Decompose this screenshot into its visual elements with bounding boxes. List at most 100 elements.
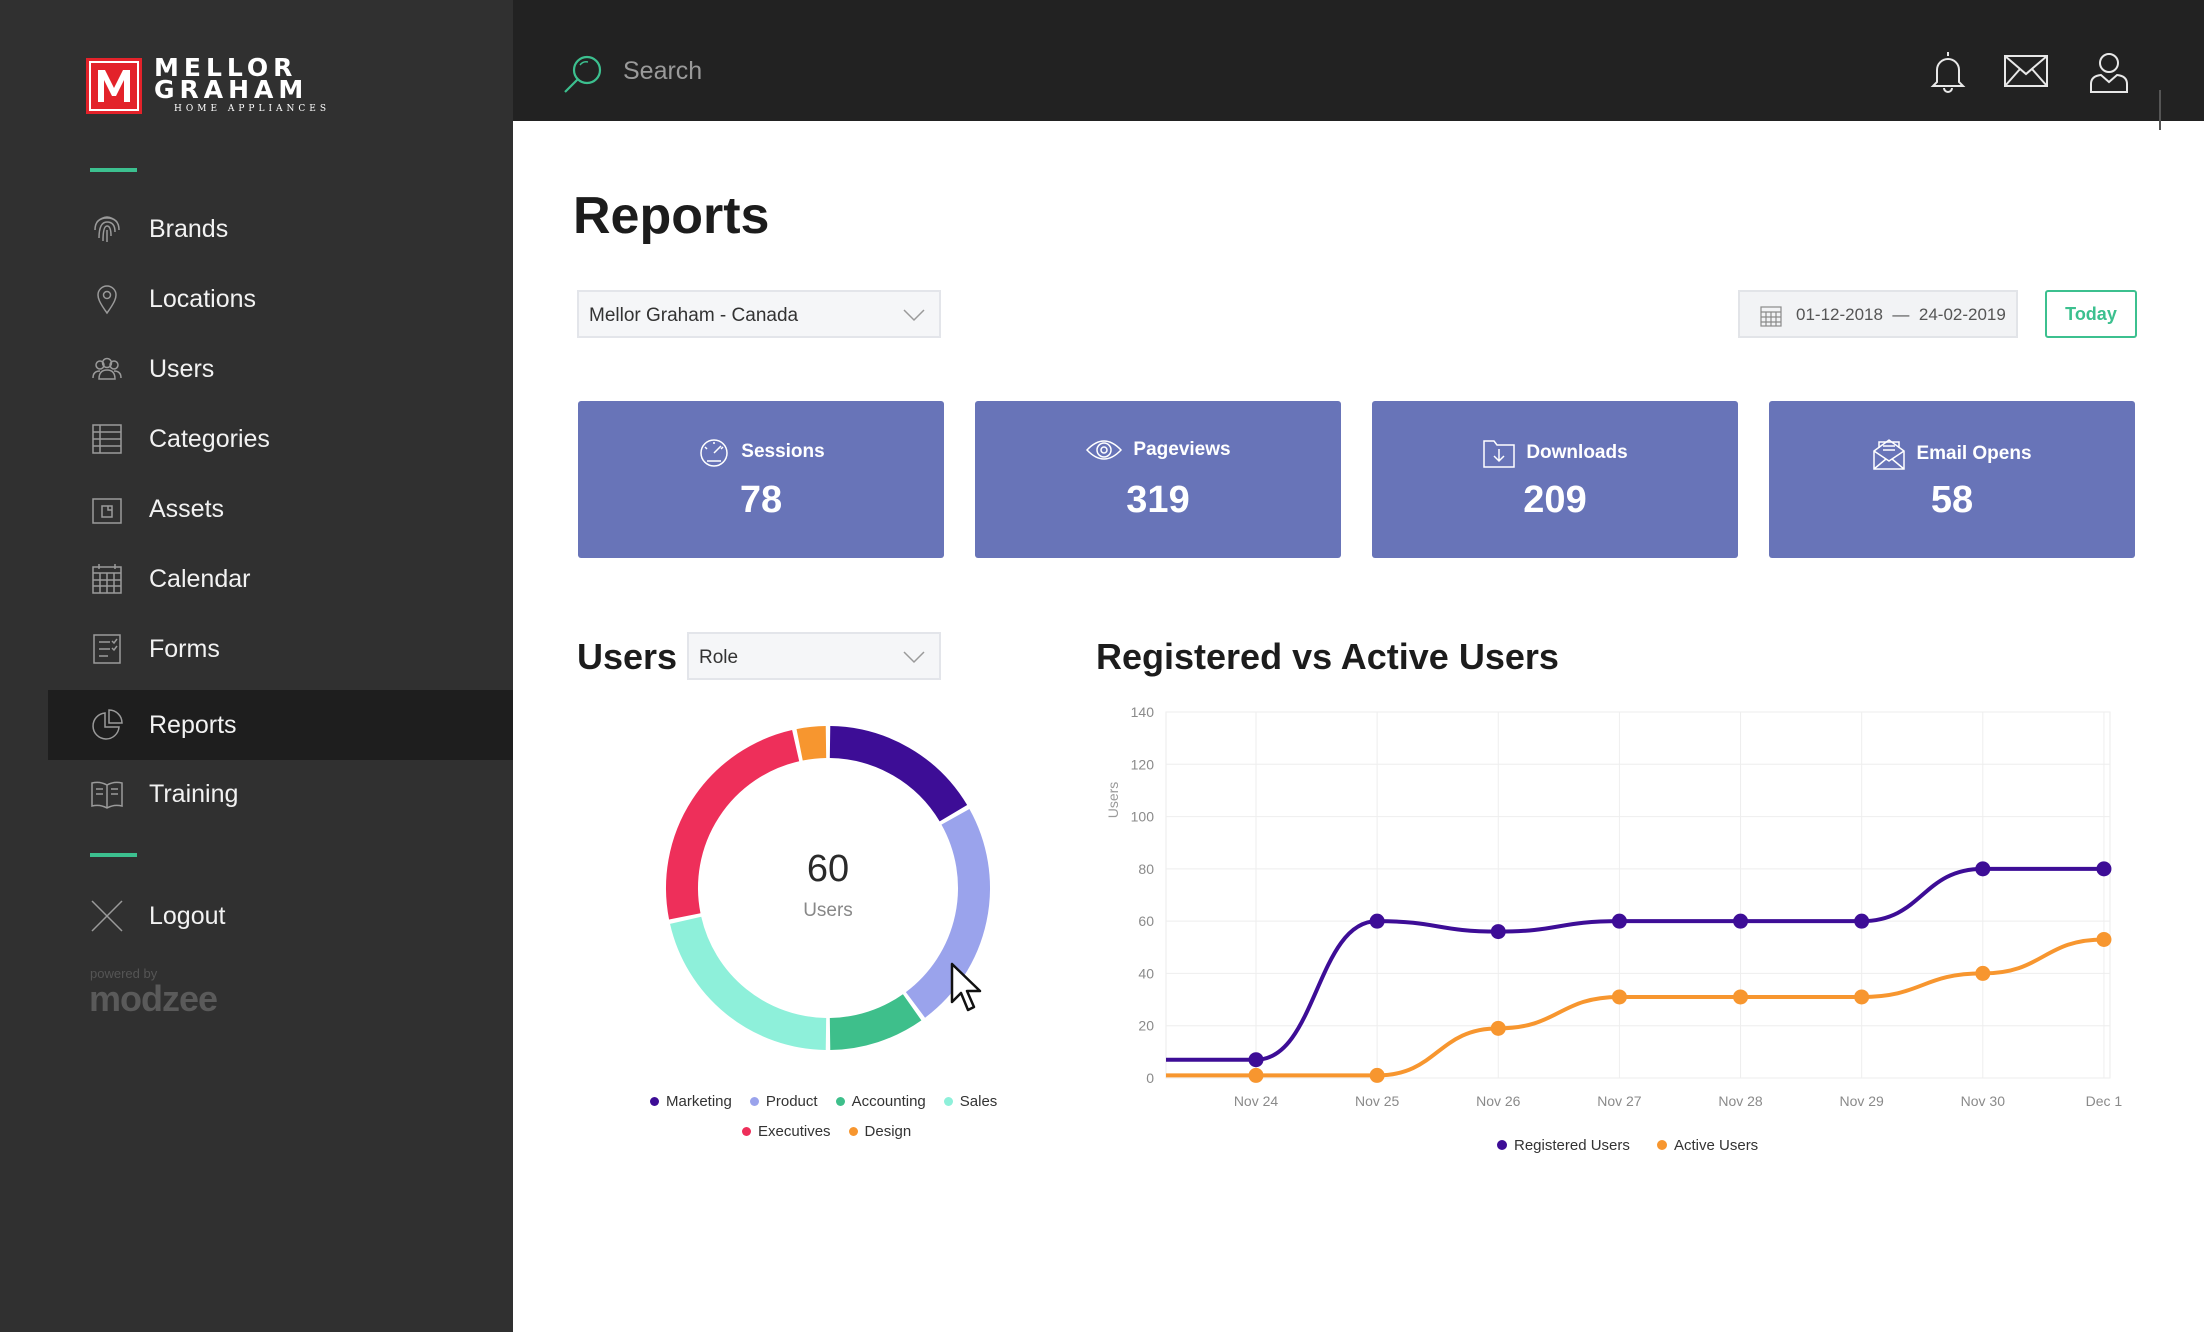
logout-label: Logout	[149, 902, 226, 930]
sidebar-item-forms[interactable]: Forms	[48, 614, 513, 684]
brand-logo[interactable]: MELLOR GRAHAM HOME APPLIANCES	[86, 55, 331, 115]
data-point-registered-users[interactable]	[1854, 913, 1870, 929]
search-input[interactable]: Search	[623, 57, 703, 85]
data-point-registered-users[interactable]	[2096, 861, 2112, 877]
x-tick-label: Nov 25	[1355, 1093, 1400, 1109]
book-icon	[91, 781, 123, 809]
fingerprint-icon	[94, 216, 120, 242]
donut-slice-design[interactable]	[796, 726, 827, 761]
donut-slice-accounting[interactable]	[829, 993, 922, 1050]
sidebar-item-label: Locations	[149, 285, 257, 313]
sidebar-item-label: Users	[149, 355, 215, 383]
sidebar-item-label: Forms	[149, 635, 220, 663]
data-point-active-users[interactable]	[1733, 989, 1749, 1005]
modzee-logo[interactable]: modzee	[89, 978, 218, 1019]
donut-slice-marketing[interactable]	[829, 726, 968, 822]
data-point-active-users[interactable]	[2096, 931, 2112, 947]
data-point-active-users[interactable]	[1611, 989, 1627, 1005]
legend-dot	[943, 1097, 953, 1106]
bell-icon[interactable]	[1925, 48, 1971, 94]
sidebar-item-label: Assets	[149, 495, 225, 523]
sidebar-divider	[90, 853, 137, 857]
legend-item-accounting[interactable]: Accounting	[835, 1093, 926, 1110]
legend-item-marketing[interactable]: Marketing	[650, 1093, 732, 1110]
location-select[interactable]: Mellor Graham - Canada	[577, 290, 941, 338]
legend-label: Sales	[959, 1093, 998, 1110]
stat-value: 78	[739, 479, 783, 521]
data-point-active-users[interactable]	[1490, 1020, 1506, 1036]
donut-slice-executives[interactable]	[666, 730, 800, 920]
donut-legend: Marketing Product Accounting Sales	[650, 1093, 1015, 1110]
legend-item-product[interactable]: Product	[749, 1093, 818, 1110]
role-filter-select[interactable]: Role	[687, 632, 941, 680]
stat-card-downloads[interactable]: Downloads 209	[1372, 401, 1738, 558]
legend-item-executives[interactable]: Executives	[742, 1123, 831, 1140]
form-icon	[93, 634, 121, 664]
logout-button[interactable]: Logout	[48, 881, 513, 951]
user-profile-icon[interactable]	[2086, 48, 2132, 94]
brand-tagline: HOME APPLIANCES	[174, 104, 331, 114]
data-point-registered-users[interactable]	[1369, 913, 1385, 929]
users-panel-title: Users	[577, 636, 678, 677]
stat-value: 58	[1930, 479, 1974, 521]
date-range-text: 01-12-2018 — 24-02-2019	[1796, 305, 2006, 324]
file-icon	[92, 498, 122, 524]
sidebar-item-calendar[interactable]: Calendar	[48, 544, 513, 614]
y-tick-label: 60	[1138, 913, 1154, 929]
donut-slice-product[interactable]	[905, 808, 990, 1018]
data-point-registered-users[interactable]	[1611, 913, 1627, 929]
stat-card-sessions[interactable]: Sessions 78	[578, 401, 944, 558]
series-line-registered-users[interactable]	[1166, 866, 2104, 1062]
search-icon[interactable]	[561, 52, 605, 96]
legend-dot	[749, 1097, 759, 1106]
donut-center-value: 60	[806, 848, 850, 890]
registered-vs-active-line-chart: 0 20 40 60 80 100 120 140 Nov 24 Nov 25 Nov 26 Nov …	[1105, 704, 2122, 1154]
data-point-active-users[interactable]	[1248, 1067, 1264, 1083]
legend-item-sales[interactable]: Sales	[943, 1093, 998, 1110]
powered-by-label: powered by	[90, 966, 158, 981]
sidebar-item-label: Brands	[149, 215, 229, 243]
stat-value: 209	[1523, 479, 1587, 521]
close-icon	[91, 900, 123, 932]
sidebar-item-training[interactable]: Training	[48, 759, 513, 829]
legend-item-active-users[interactable]: Active Users	[1657, 1137, 1758, 1154]
sidebar-item-users[interactable]: Users	[48, 334, 513, 404]
sidebar-item-reports[interactable]: Reports	[48, 690, 513, 760]
mail-icon[interactable]	[2003, 48, 2049, 94]
legend-item-registered-users[interactable]: Registered Users	[1497, 1137, 1630, 1154]
data-point-active-users[interactable]	[1369, 1067, 1385, 1083]
eye-icon	[1086, 440, 1123, 460]
scrollbar[interactable]	[2159, 90, 2161, 130]
data-point-active-users[interactable]	[1854, 989, 1870, 1005]
sidebar-item-brands[interactable]: Brands	[48, 194, 513, 264]
sidebar-item-categories[interactable]: Categories	[48, 404, 513, 474]
data-point-active-users[interactable]	[1975, 965, 1991, 981]
list-icon	[92, 424, 122, 454]
data-point-registered-users[interactable]	[1248, 1052, 1264, 1068]
data-point-registered-users[interactable]	[1490, 924, 1506, 940]
data-point-registered-users[interactable]	[1733, 913, 1749, 929]
stat-card-pageviews[interactable]: Pageviews 319	[975, 401, 1341, 558]
date-range-picker[interactable]: 01-12-2018 — 24-02-2019	[1738, 290, 2018, 338]
today-button[interactable]: Today	[2045, 290, 2137, 338]
legend-dot	[1497, 1140, 1507, 1150]
stat-label: Sessions	[741, 441, 825, 462]
x-tick-label: Nov 27	[1597, 1093, 1642, 1109]
donut-center-label: Users	[803, 900, 853, 921]
brand-name-line2: GRAHAM	[154, 75, 309, 104]
series-line-active-users[interactable]	[1166, 937, 2104, 1078]
sidebar-item-assets[interactable]: Assets	[48, 474, 513, 544]
mouse-cursor-icon	[950, 962, 982, 1012]
download-folder-icon	[1483, 440, 1516, 468]
data-point-registered-users[interactable]	[1975, 861, 1991, 877]
legend-item-design[interactable]: Design	[848, 1123, 911, 1140]
legend-dot	[848, 1127, 858, 1136]
x-tick-label: Nov 24	[1234, 1093, 1279, 1109]
stat-card-email-opens[interactable]: Email Opens 58	[1769, 401, 2135, 558]
stat-value: 319	[1126, 479, 1190, 521]
sidebar-item-locations[interactable]: Locations	[48, 264, 513, 334]
role-filter-value: Role	[699, 647, 739, 668]
mg-logo-icon	[86, 58, 142, 114]
donut-slice-sales[interactable]	[670, 916, 827, 1050]
plot-area	[1165, 711, 2111, 1079]
